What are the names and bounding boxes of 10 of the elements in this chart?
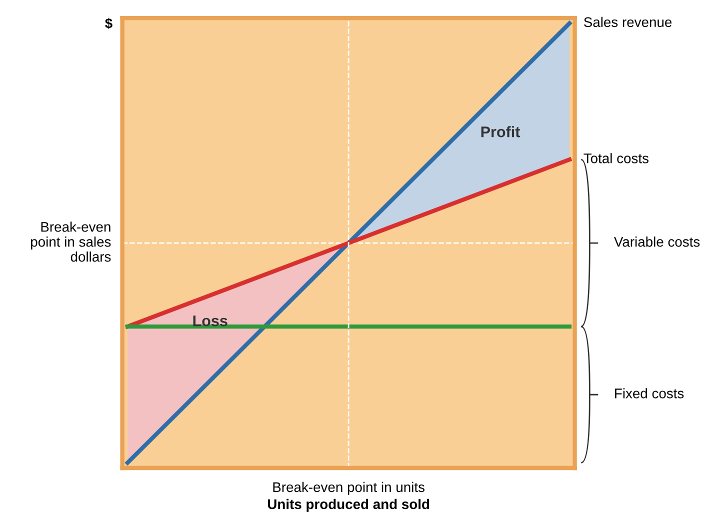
series-label: Sales revenue bbox=[584, 16, 672, 28]
annotation: Profit bbox=[481, 126, 520, 138]
x-axis-title: Units produced and sold bbox=[268, 498, 430, 512]
text: Variable costs bbox=[614, 236, 700, 247]
text: Break-even point in units bbox=[273, 482, 424, 495]
y-axis-title: $ bbox=[105, 18, 112, 30]
ref-line-label: Break-even point in sales dollars bbox=[31, 222, 111, 262]
text: Fixed costs bbox=[615, 388, 684, 398]
annotation: Loss bbox=[193, 316, 228, 326]
series-label: Total costs bbox=[584, 153, 648, 164]
